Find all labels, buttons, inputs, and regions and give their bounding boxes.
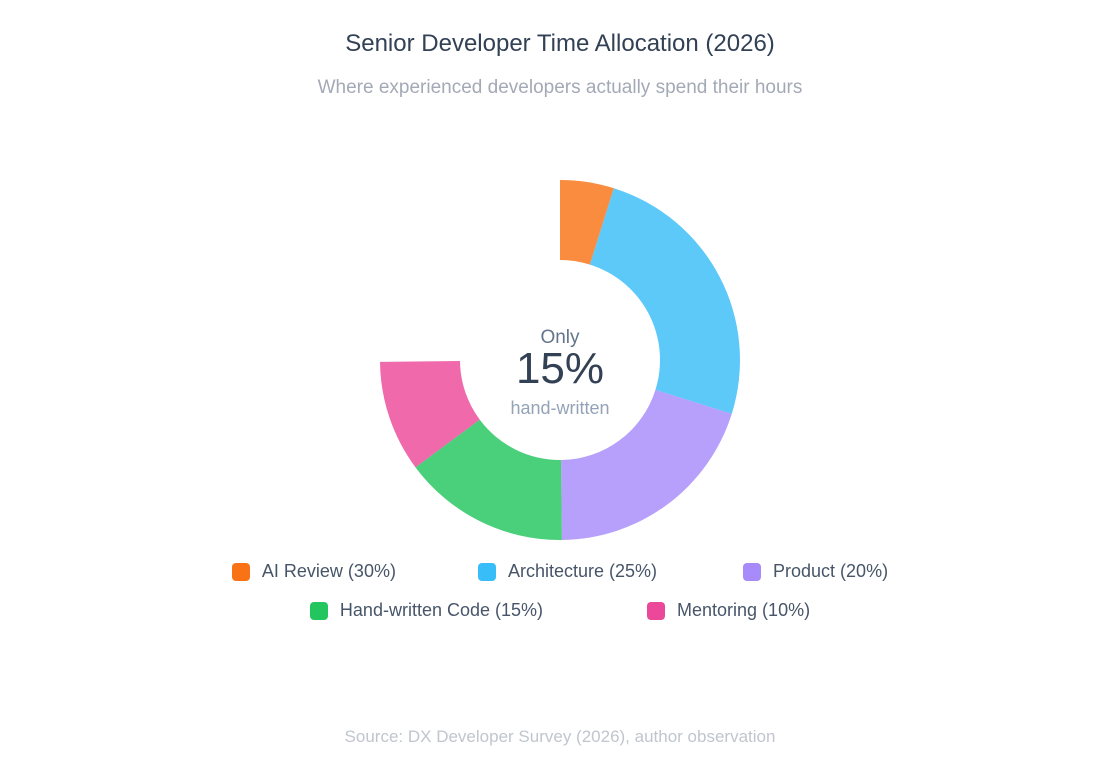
center-label-top: Only [540,327,580,348]
center-label-bottom: hand-written [510,398,610,418]
chart-title: Senior Developer Time Allocation (2026) [345,30,775,57]
donut-slice-architecture[interactable] [589,188,740,414]
donut-slice-hand-written-code[interactable] [415,419,562,540]
source-note: Source: DX Developer Survey (2026), auth… [344,727,776,746]
donut-slice-ai-review[interactable] [560,180,614,265]
legend-item-product[interactable]: Product (20%) [743,561,888,582]
legend-item-mentoring[interactable]: Mentoring (10%) [647,600,810,621]
legend-label: Architecture (25%) [507,561,658,581]
legend-swatch [743,562,762,581]
legend-row-2: Hand-written Code (15%) Mentoring (10%) [0,600,1120,621]
legend-label: Mentoring (10%) [677,600,811,620]
chart-subtitle: Where experienced developers actually sp… [317,77,803,98]
donut-slice-product[interactable] [561,389,732,540]
legend-label: Hand-written Code (15%) [339,600,544,620]
legend-item-architecture[interactable]: Architecture (25%) [477,561,658,582]
legend-swatch [477,562,496,581]
center-label-value: 15% [515,344,605,393]
legend-label: AI Review (30%) [261,561,396,581]
legend-row-1: AI Review (30%) Architecture (25%) Produ… [0,561,1120,582]
legend-item-ai-review[interactable]: AI Review (30%) [231,561,396,582]
donut-slice-mentoring[interactable] [380,361,480,468]
legend-swatch [309,601,328,620]
legend-swatch [647,601,666,620]
legend-label: Product (20%) [773,561,889,581]
legend-swatch [231,562,250,581]
legend-item-hand-written-code[interactable]: Hand-written Code (15%) [309,600,544,621]
